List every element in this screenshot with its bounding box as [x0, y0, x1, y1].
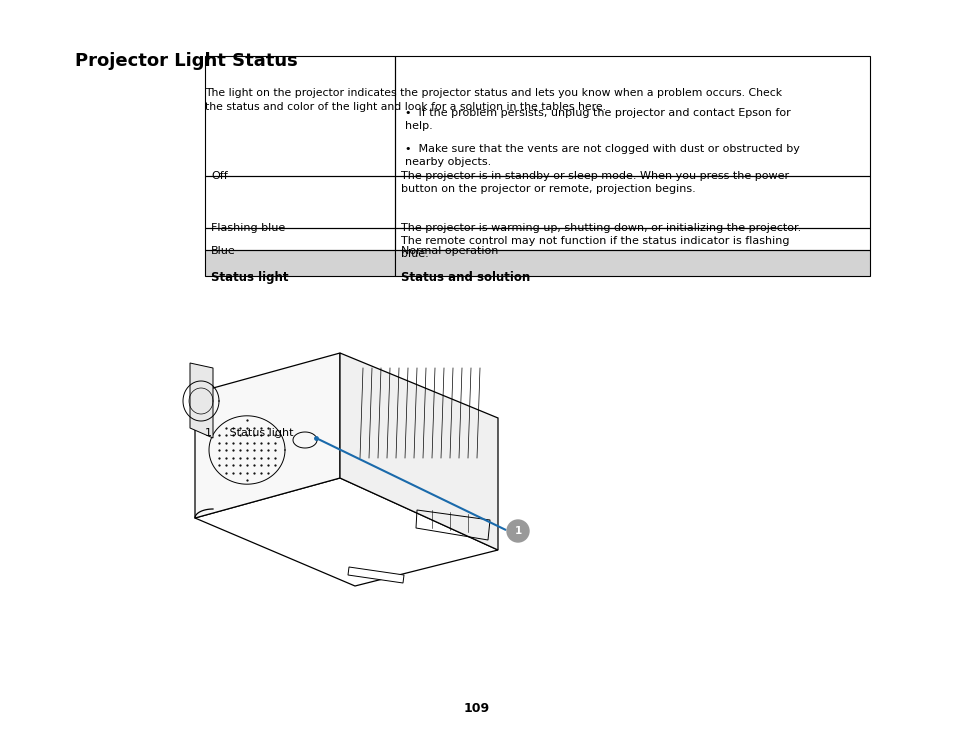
- Bar: [205, 250, 395, 276]
- Text: 1     Status light: 1 Status light: [205, 428, 294, 438]
- Text: The projector is warming up, shutting down, or initializing the projector.
The r: The projector is warming up, shutting do…: [400, 223, 800, 259]
- Bar: [205, 56, 395, 176]
- Polygon shape: [190, 363, 213, 438]
- Text: 1: 1: [514, 526, 521, 536]
- Polygon shape: [339, 353, 497, 550]
- Polygon shape: [194, 478, 497, 586]
- Bar: [205, 228, 395, 250]
- Text: Status and solution: Status and solution: [400, 271, 529, 284]
- Text: The projector is in standby or sleep mode. When you press the power
button on th: The projector is in standby or sleep mod…: [400, 171, 788, 194]
- Text: 109: 109: [463, 702, 490, 714]
- Text: Off: Off: [211, 171, 228, 181]
- Bar: [395, 228, 869, 250]
- Text: The light on the projector indicates the projector status and lets you know when: The light on the projector indicates the…: [205, 88, 781, 111]
- Polygon shape: [348, 567, 403, 583]
- Text: Normal operation: Normal operation: [400, 246, 497, 256]
- Text: Status light: Status light: [211, 271, 288, 284]
- Circle shape: [506, 520, 529, 542]
- Text: Projector Light Status: Projector Light Status: [75, 52, 297, 70]
- Text: Flashing blue: Flashing blue: [211, 223, 285, 233]
- Text: Blue: Blue: [211, 246, 235, 256]
- Bar: [395, 176, 869, 228]
- Text: •  If the problem persists, unplug the projector and contact Epson for
help.: • If the problem persists, unplug the pr…: [404, 108, 789, 131]
- Bar: [395, 56, 869, 176]
- Text: •  Make sure that the vents are not clogged with dust or obstructed by
nearby ob: • Make sure that the vents are not clogg…: [404, 144, 799, 168]
- Bar: [395, 250, 869, 276]
- Bar: [205, 176, 395, 228]
- Polygon shape: [194, 353, 339, 518]
